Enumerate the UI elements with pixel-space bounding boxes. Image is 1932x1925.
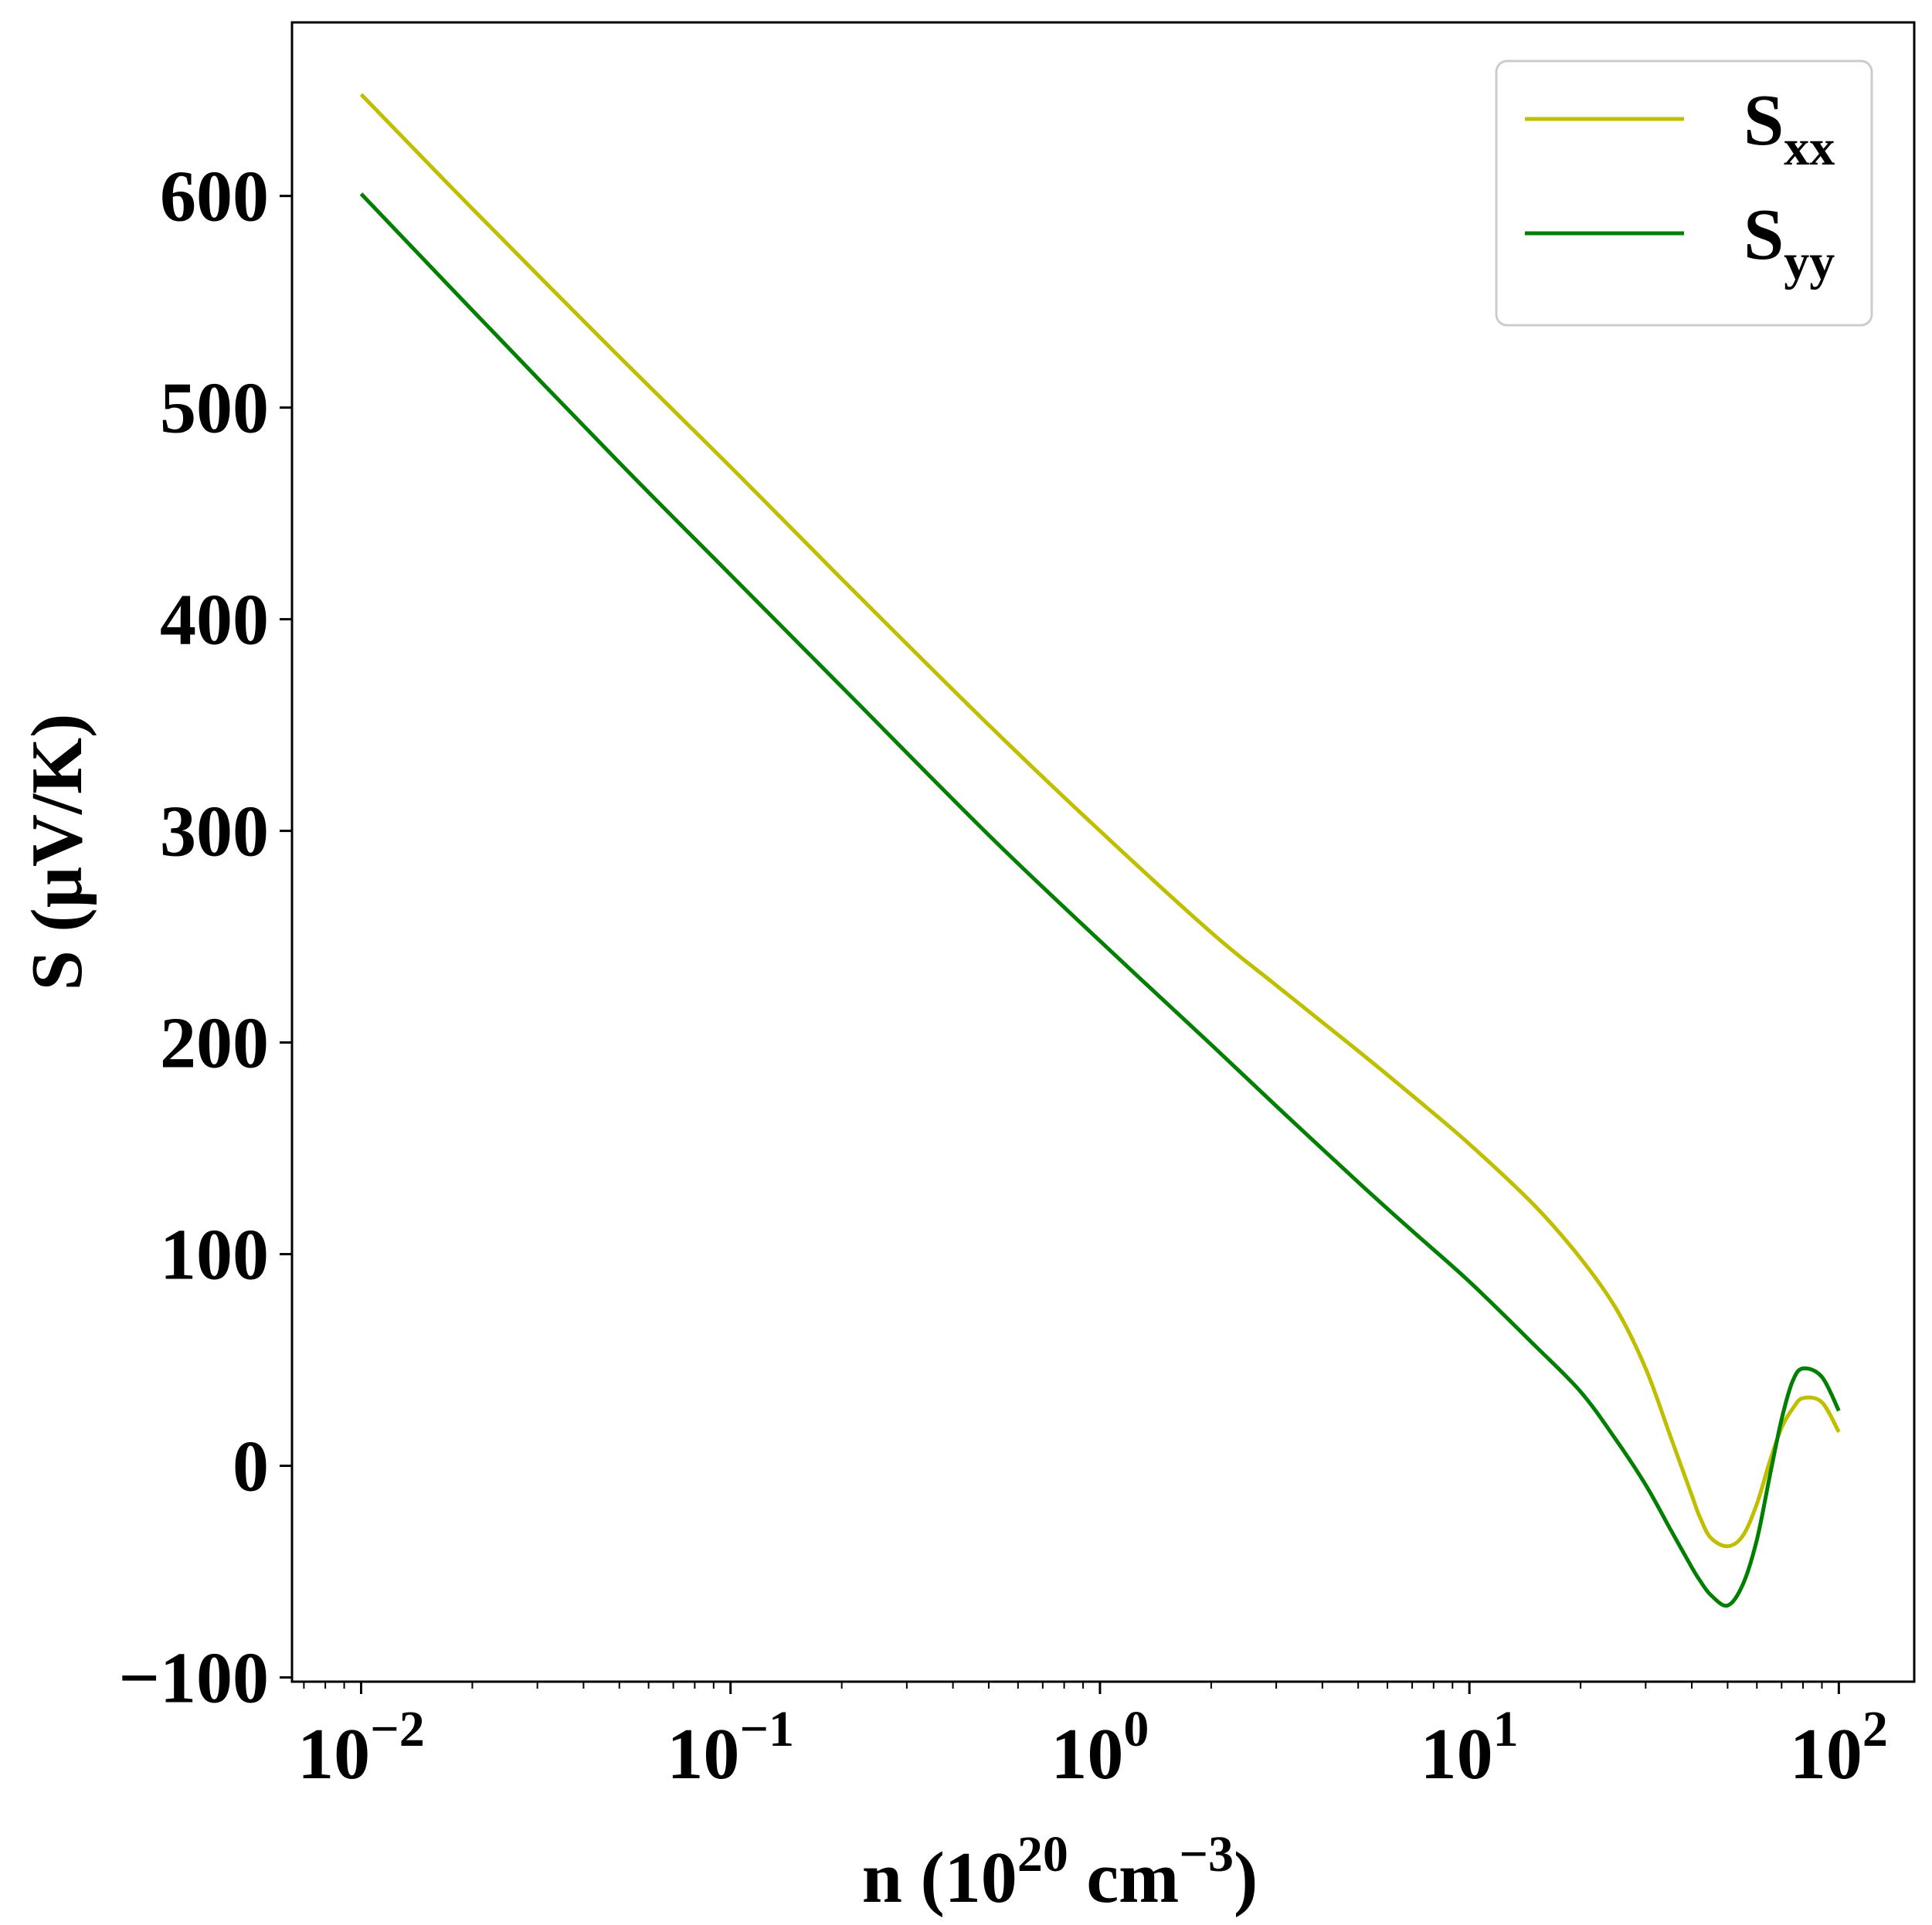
y-tick-label: 300	[160, 792, 269, 872]
x-tick-label-exponent: 1	[1493, 1701, 1519, 1757]
series-line-yy	[359, 192, 1841, 1608]
x-axis-label-exponent-1: 20	[1017, 1826, 1068, 1883]
x-tick-label-exponent: 2	[1862, 1701, 1888, 1757]
x-axis-label-unit: cm	[1068, 1838, 1180, 1918]
legend-label-syy-main: S	[1744, 195, 1784, 275]
legend-box	[1495, 59, 1873, 327]
y-axis-label: S (μV/K)	[17, 714, 97, 991]
x-axis-label: n (1020 cm−3)	[862, 1826, 1258, 1918]
series-line-xx	[359, 93, 1841, 1549]
y-tick-label: 200	[160, 1003, 269, 1084]
series-layer	[359, 93, 1841, 1608]
x-tick-label-base: 10	[1421, 1714, 1493, 1794]
x-tick-label: 10−1	[667, 1701, 794, 1794]
x-axis-label-prefix: n (10	[862, 1838, 1017, 1918]
y-tick-label: 400	[160, 580, 269, 660]
y-tick-label: 100	[160, 1215, 269, 1295]
x-tick-label: 101	[1421, 1701, 1519, 1794]
y-tick-label: 500	[160, 368, 269, 449]
x-tick-label-base: 10	[1051, 1714, 1123, 1794]
x-tick-label-base: 10	[667, 1714, 739, 1794]
y-tick-label: 600	[160, 157, 269, 237]
x-axis-ticks: 10−2 10−1 100 101 102	[297, 1682, 1888, 1794]
x-tick-label-exponent: −1	[739, 1701, 794, 1757]
x-axis-label-exponent-2: −3	[1179, 1826, 1234, 1883]
x-tick-label: 10−2	[297, 1701, 425, 1794]
legend-label-sxx-sub: xx	[1784, 120, 1835, 176]
x-tick-label: 102	[1790, 1701, 1888, 1794]
y-tick-label: 0	[233, 1427, 269, 1507]
x-tick-label: 100	[1051, 1701, 1149, 1794]
legend-label-sxx-main: S	[1744, 80, 1784, 161]
x-tick-label-exponent: −2	[370, 1701, 425, 1757]
y-tick-label: −100	[118, 1638, 269, 1719]
x-axis-label-suffix: )	[1234, 1838, 1258, 1918]
x-tick-label-exponent: 0	[1123, 1701, 1149, 1757]
legend: Sxx Syy	[1495, 59, 1873, 327]
legend-label-syy: Syy	[1744, 195, 1835, 290]
legend-label-sxx: Sxx	[1744, 80, 1835, 176]
x-tick-label-base: 10	[1790, 1714, 1862, 1794]
legend-label-syy-sub: yy	[1784, 234, 1835, 290]
y-axis-ticks: −100 0 100 200 300 400 500 600	[118, 157, 292, 1719]
x-tick-label-base: 10	[297, 1714, 370, 1794]
